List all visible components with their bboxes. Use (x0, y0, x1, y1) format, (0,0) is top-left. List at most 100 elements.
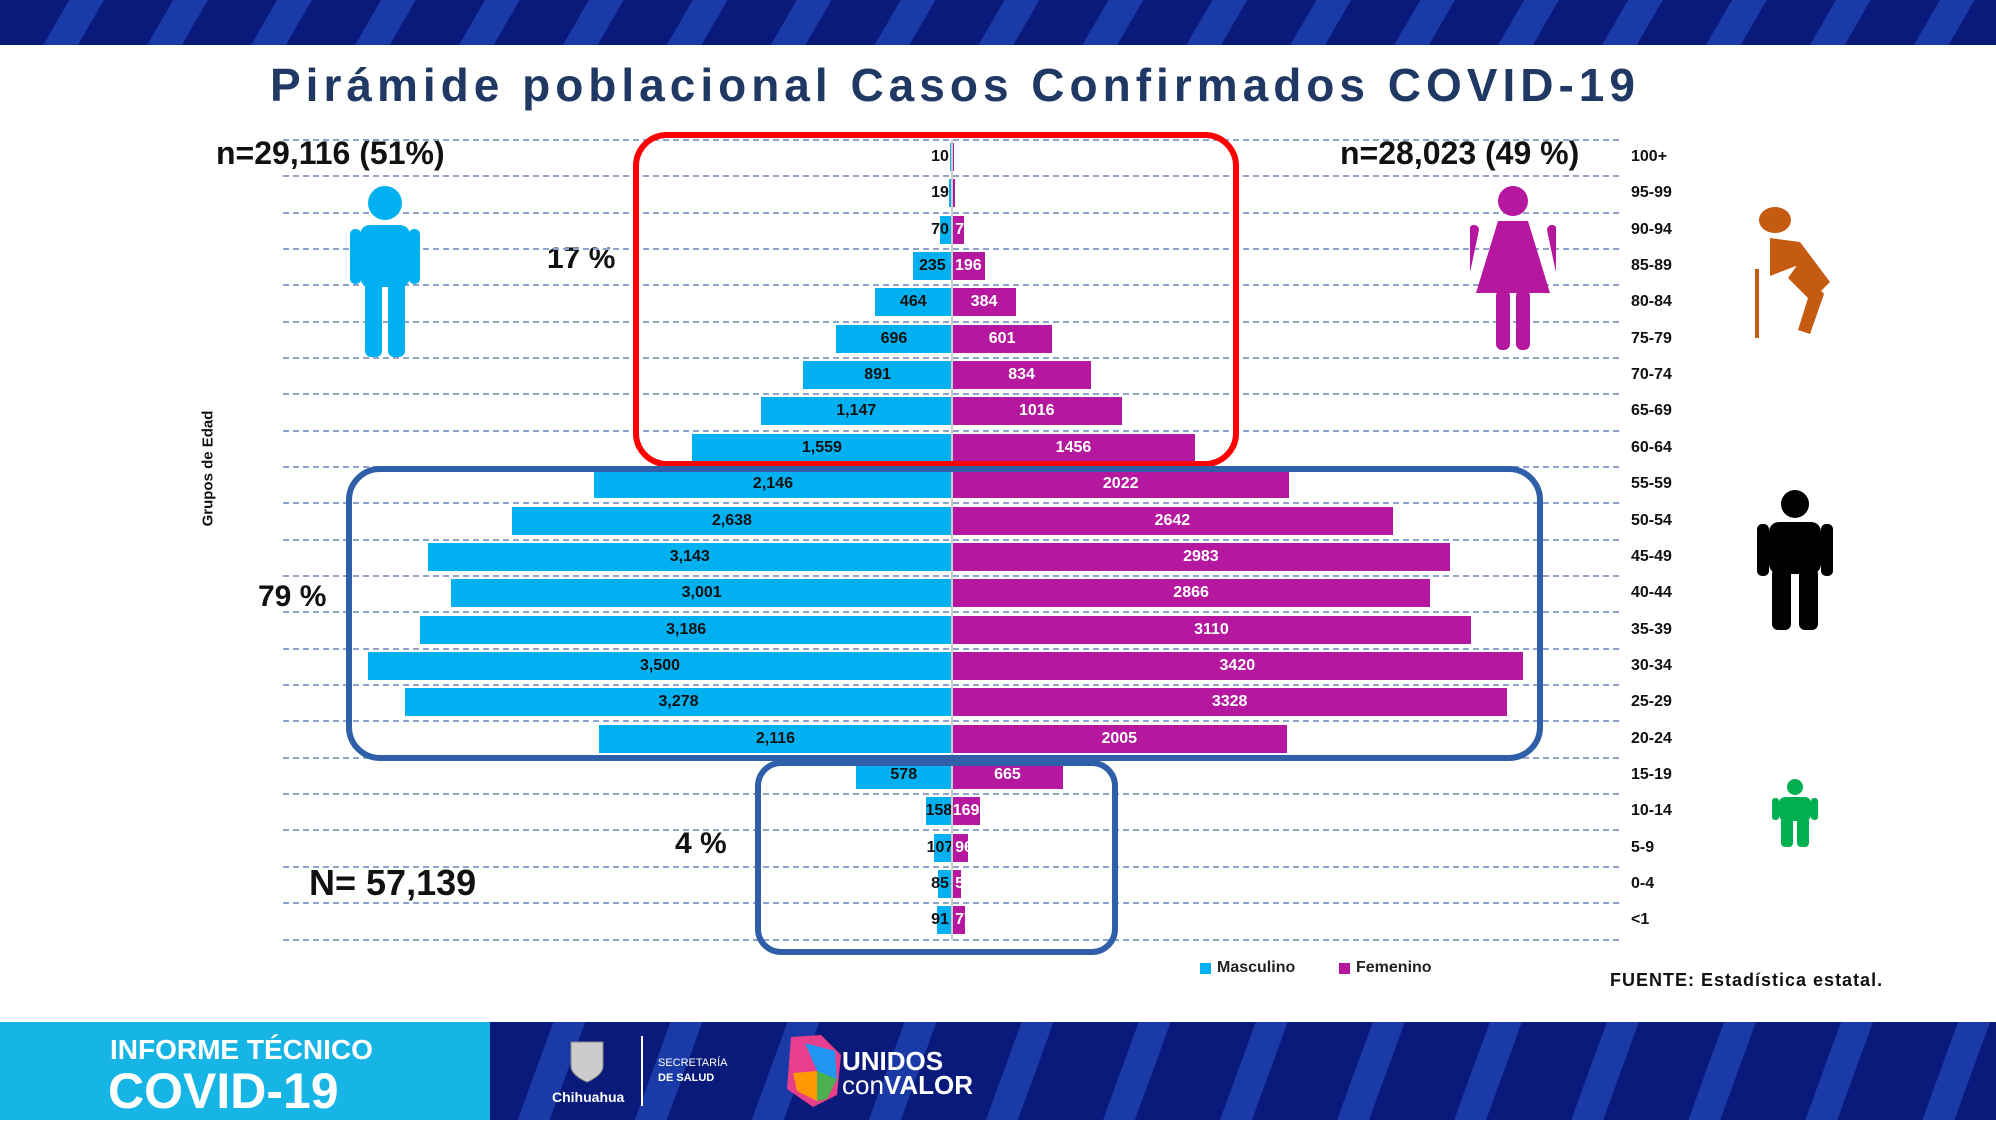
data-label-masculino: 3,001 (681, 584, 722, 602)
age-tick-label: 10-14 (1631, 802, 1672, 820)
banner-line2: COVID-19 (108, 1063, 339, 1119)
data-label-masculino: 891 (864, 366, 891, 384)
data-label-femenino: 3110 (1194, 620, 1229, 638)
age-tick-label: 40-44 (1631, 584, 1672, 602)
bar-femenino (952, 651, 1523, 680)
bar-femenino (952, 397, 1122, 426)
state-map-logo (787, 1035, 841, 1107)
data-label-masculino: 1,147 (836, 402, 877, 420)
slogan-line1: UNIDOS (842, 1046, 944, 1076)
data-label-masculino: 107 (926, 838, 954, 856)
bar-masculino (912, 252, 952, 281)
age-tick-label: 65-69 (1631, 402, 1672, 420)
data-label-masculino: 3,278 (658, 693, 699, 711)
legend-swatch (1339, 962, 1350, 974)
age-tick-label: 70-74 (1631, 366, 1672, 384)
bar-femenino (952, 288, 1017, 317)
data-label-femenino: 2642 (1154, 511, 1191, 529)
bar-femenino (952, 797, 981, 826)
bar-masculino (925, 797, 952, 826)
chart-title: Pirámide poblacional Casos Confirmados C… (270, 59, 1640, 111)
data-label-masculino: 464 (899, 293, 927, 311)
gridline (283, 138, 1619, 141)
data-label-femenino: 17 (955, 184, 973, 202)
center-axis (951, 140, 953, 940)
young-highlight-box (755, 760, 1118, 955)
health-dept: SECRETARÍA DE SALUD (658, 1056, 727, 1086)
bar-masculino (760, 397, 952, 426)
age-tick-label: 55-59 (1631, 475, 1672, 493)
female-total: n=28,023 (49 %) (1340, 135, 1580, 171)
bar-masculino (427, 542, 952, 571)
data-label-femenino: 53 (955, 875, 973, 892)
age-tick-label: 85-89 (1631, 257, 1672, 275)
age-tick-label: 15-19 (1631, 765, 1672, 783)
bar-femenino (952, 579, 1431, 608)
data-label-masculino: 1,559 (801, 438, 842, 456)
slogan-line2: conVALOR (842, 1070, 973, 1101)
data-label-femenino: 601 (988, 329, 1016, 347)
data-label-femenino: 2866 (1173, 584, 1209, 602)
source-note: FUENTE: Estadística estatal. (1610, 970, 1884, 990)
age-tick-label: 5-9 (1631, 838, 1655, 856)
female-icon (1470, 186, 1556, 350)
legend-label: Masculino (1217, 959, 1296, 976)
data-label-masculino: 70 (931, 220, 949, 238)
data-label-femenino: 2983 (1183, 547, 1219, 565)
data-label-masculino: 3,143 (669, 547, 710, 565)
bar-masculino (874, 288, 952, 317)
y-axis-label: Grupos de Edad (199, 410, 217, 527)
age-tick-label: 95-99 (1631, 184, 1672, 202)
bar-femenino (952, 470, 1290, 499)
age-tick-label: 50-54 (1631, 511, 1672, 529)
city-name: Chihuahua (552, 1089, 625, 1105)
data-label-femenino: 77 (955, 911, 973, 929)
dept-line2: DE SALUD (658, 1072, 715, 1084)
data-label-femenino: 3328 (1211, 693, 1248, 711)
bar-masculino (803, 361, 952, 390)
elderly-icon (1755, 207, 1830, 338)
age-tick-label: 60-64 (1631, 438, 1672, 456)
bar-femenino (952, 688, 1508, 717)
adult-icon (1757, 490, 1833, 630)
top-banner (0, 0, 1996, 45)
data-label-masculino: 85 (931, 875, 949, 892)
data-label-masculino: 91 (931, 911, 949, 929)
age-tick-label: 75-79 (1631, 329, 1672, 347)
data-label-femenino: 10 (955, 148, 973, 165)
data-label-femenino: 96 (955, 838, 973, 856)
data-label-femenino: 834 (1008, 366, 1035, 384)
elderly-percent: 17 % (547, 242, 616, 275)
bar-masculino (368, 651, 952, 680)
data-label-femenino: 73 (955, 220, 973, 238)
data-label-masculino: 2,116 (755, 729, 796, 747)
age-tick-label: 90-94 (1631, 220, 1672, 238)
bar-masculino (937, 870, 952, 898)
data-label-masculino: 3,186 (666, 620, 707, 638)
age-tick-label: 0-4 (1631, 875, 1655, 892)
young-percent: 4 % (675, 827, 727, 860)
age-tick-label: 45-49 (1631, 547, 1672, 565)
chihuahua-logo: Chihuahua (552, 1040, 625, 1105)
dept-line1: SECRETARÍA (658, 1057, 728, 1069)
data-label-masculino: 19 (931, 184, 949, 202)
grand-total: N= 57,139 (309, 862, 477, 903)
bar-femenino (952, 361, 1092, 390)
bar-masculino (940, 215, 952, 244)
child-icon (1772, 779, 1818, 847)
data-label-masculino: 235 (919, 257, 946, 275)
bar-masculino (835, 324, 952, 353)
bar-masculino (451, 579, 952, 608)
bar-masculino (936, 906, 952, 935)
data-label-femenino: 384 (970, 293, 998, 311)
data-label-masculino: 3,500 (639, 656, 681, 674)
legend-item-femenino: Femenino (1339, 959, 1432, 977)
bar-masculino (405, 688, 952, 717)
slogan-valor: VALOR (883, 1070, 973, 1100)
data-label-femenino: 1016 (1018, 402, 1055, 420)
slogan-con: con (842, 1070, 884, 1100)
bar-femenino (952, 542, 1450, 571)
data-label-masculino: 696 (880, 329, 908, 347)
legend-swatch (1200, 962, 1211, 974)
age-tick-label: <1 (1631, 911, 1650, 929)
